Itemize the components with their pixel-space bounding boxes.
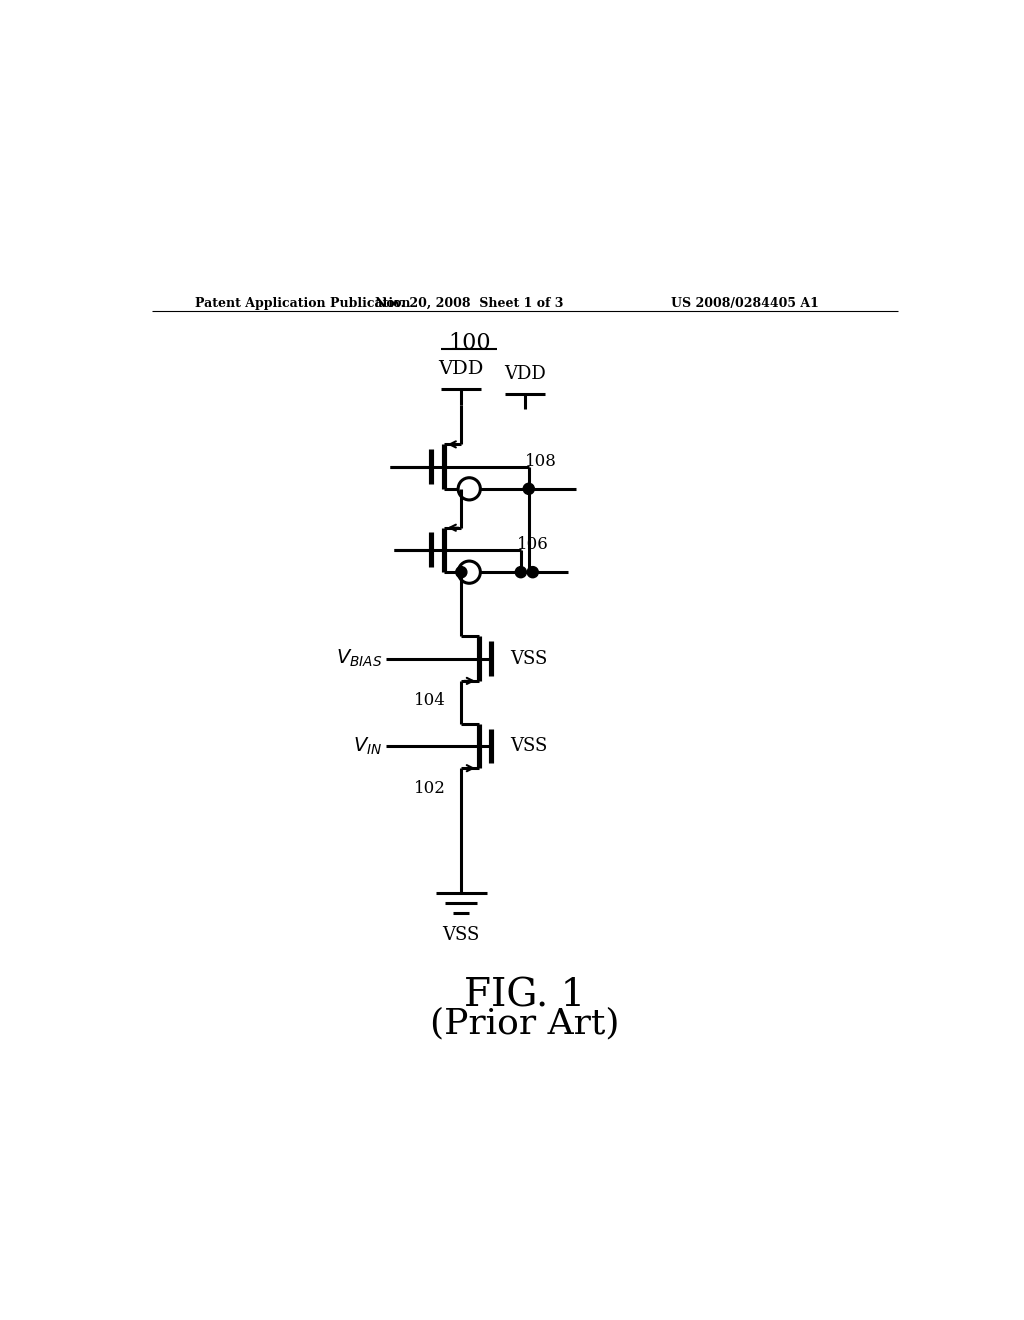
Text: (Prior Art): (Prior Art) (430, 1007, 620, 1040)
Text: VDD: VDD (438, 360, 484, 378)
Text: VSS: VSS (442, 927, 480, 944)
Text: 104: 104 (414, 692, 445, 709)
Circle shape (515, 566, 526, 578)
Circle shape (456, 566, 467, 578)
Circle shape (527, 566, 539, 578)
Text: 106: 106 (517, 536, 549, 553)
Text: Patent Application Publication: Patent Application Publication (196, 297, 411, 310)
Text: $V_{IN}$: $V_{IN}$ (352, 735, 382, 756)
Circle shape (523, 483, 535, 495)
Text: US 2008/0284405 A1: US 2008/0284405 A1 (671, 297, 818, 310)
Text: VSS: VSS (511, 737, 548, 755)
Text: VDD: VDD (504, 366, 546, 383)
Text: Nov. 20, 2008  Sheet 1 of 3: Nov. 20, 2008 Sheet 1 of 3 (375, 297, 563, 310)
Text: 100: 100 (447, 331, 490, 354)
Text: FIG. 1: FIG. 1 (464, 977, 586, 1015)
Text: 108: 108 (524, 453, 557, 470)
Text: VSS: VSS (511, 649, 548, 668)
Text: $V_{BIAS}$: $V_{BIAS}$ (336, 648, 382, 669)
Text: 102: 102 (414, 780, 445, 796)
